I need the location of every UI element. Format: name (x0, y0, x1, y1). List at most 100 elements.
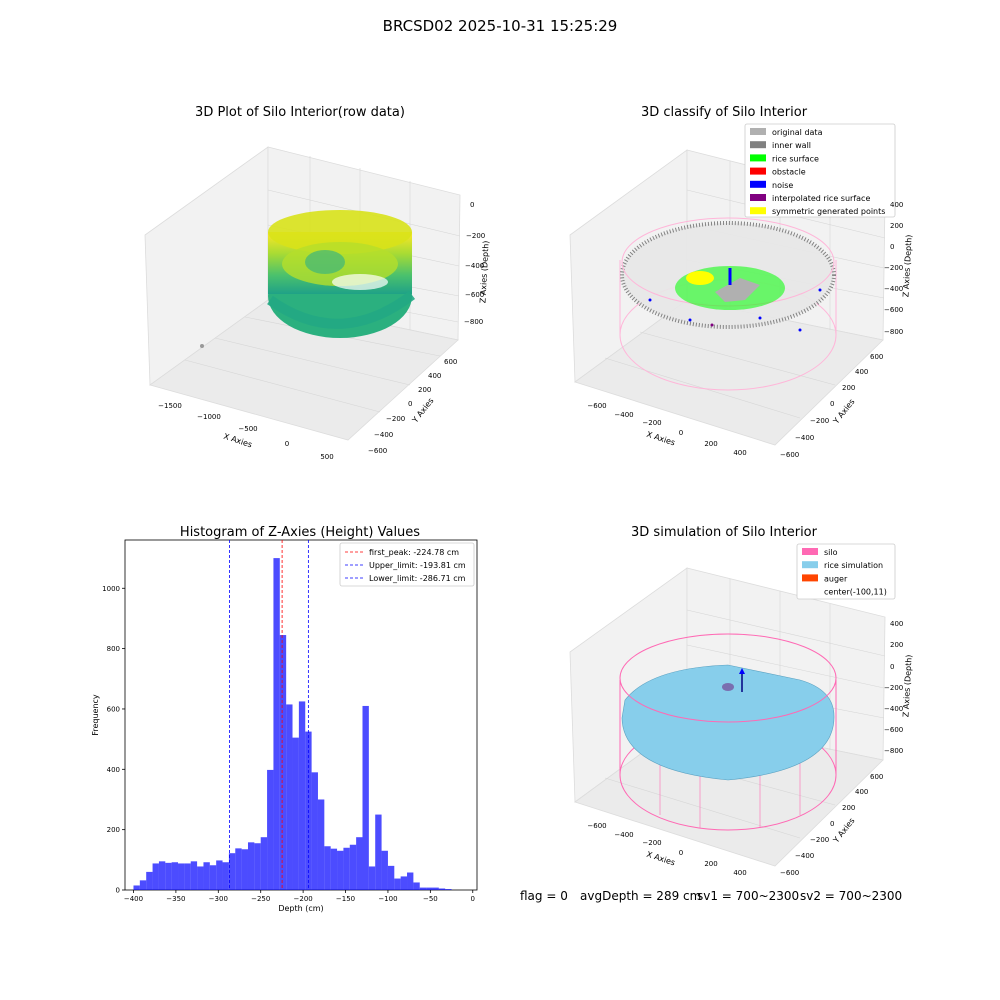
histogram-bar (184, 863, 191, 890)
histogram-bar (317, 799, 325, 890)
legend-swatch (750, 154, 766, 162)
histogram-bar (241, 849, 248, 890)
x-tick-label: −1500 (158, 402, 182, 410)
x-tick-label: −400 (614, 831, 633, 839)
histogram-bar (349, 844, 357, 890)
status-flag: flag = 0 (520, 889, 568, 903)
histogram-xlabel: Depth (cm) (278, 904, 323, 913)
legend-label: rice surface (772, 154, 819, 163)
simulation-plot-legend: silo rice simulation auger center(-100,11) (796, 543, 896, 600)
z-tick-label: −800 (884, 747, 903, 755)
legend-label: inner wall (772, 141, 811, 150)
y-tick-label: −600 (780, 451, 799, 459)
histogram-bar (216, 860, 223, 890)
histogram-bar (445, 889, 452, 890)
histogram-bar (165, 862, 172, 890)
y-tick-label: −400 (795, 852, 814, 860)
histogram-ylabel: Frequency (91, 694, 100, 736)
z-tick-label: −600 (465, 291, 484, 299)
z-tick-label: 400 (890, 620, 903, 628)
legend-label: Upper_limit: -193.81 cm (369, 561, 466, 570)
classify-3d-plot: 3D classify of Silo Interior (569, 105, 914, 459)
x-tick-label: 0 (679, 429, 683, 437)
x-tick-label: 200 (704, 860, 717, 868)
raw-plot-x-ticks: −1500 −1000 −500 0 500 (158, 402, 334, 461)
z-tick-label: 200 (890, 222, 903, 230)
x-tick-label: −600 (587, 402, 606, 410)
z-tick-label: 400 (890, 201, 903, 209)
histogram-bar (228, 853, 236, 890)
histogram-bar (343, 847, 350, 890)
z-tick-label: 0 (470, 201, 474, 209)
histogram-bar (324, 846, 331, 890)
histogram-bar (254, 843, 261, 890)
y-tick-label: 400 (428, 372, 441, 380)
legend-label: first_peak: -224.78 cm (369, 548, 459, 557)
y-tick-label: 0 (408, 400, 412, 408)
y-tick-label: −400 (374, 431, 393, 439)
y-tick-label: −600 (780, 869, 799, 877)
legend-swatch (802, 548, 818, 555)
z-tick-label: −800 (464, 318, 483, 326)
histogram-bar (298, 701, 306, 890)
histogram-bar (356, 837, 363, 890)
classify-plot-x-ticks: −600 −400 −200 0 200 400 (587, 402, 746, 457)
simulation-plot-ylabel: Y Axies (831, 816, 857, 845)
classify-plot-zlabel: Z Axies (Depth) (901, 234, 913, 297)
z-tick-label: −600 (884, 726, 903, 734)
legend-label: obstacle (772, 168, 806, 177)
histogram-legend: first_peak: -224.78 cm Upper_limit: -193.… (339, 542, 475, 587)
simulation-3d-plot: 3D simulation of Silo Interior (569, 525, 914, 877)
x-tick-label: 400 (733, 869, 746, 877)
histogram-bar (292, 737, 299, 890)
histogram-bar (311, 772, 318, 890)
x-tick-label: 500 (320, 453, 333, 461)
status-sv1: sv1 = 700~2300 (697, 889, 799, 903)
histogram-bar (394, 878, 401, 890)
histogram-bar (381, 850, 388, 890)
raw-plot-z-ticks: 0 −200 −400 −600 −800 (464, 201, 485, 326)
y-tick-label: 1000 (102, 585, 120, 593)
raw-plot-zlabel: Z Axies (Depth) (478, 240, 490, 303)
z-tick-label: 0 (890, 663, 894, 671)
histogram-bar (279, 635, 287, 890)
histogram-bar (375, 814, 382, 890)
y-tick-label: 600 (107, 705, 120, 713)
histogram-bar (432, 887, 439, 890)
histogram-bar (152, 863, 159, 890)
y-tick-label: 0 (830, 820, 834, 828)
y-tick-label: 800 (107, 645, 120, 653)
legend-swatch (750, 167, 766, 175)
y-tick-label: 0 (116, 887, 120, 895)
figure-title: BRCSD02 2025-10-31 15:25:29 (383, 17, 618, 35)
y-tick-label: −600 (368, 447, 387, 455)
status-sv2: sv2 = 700~2300 (800, 889, 902, 903)
histogram-bar (190, 861, 198, 890)
y-tick-label: 600 (870, 773, 883, 781)
histogram-bar (158, 861, 166, 890)
histogram-bar (286, 704, 293, 890)
y-tick-label: 200 (842, 384, 855, 392)
histogram-bar (222, 862, 229, 890)
y-tick-label: 0 (830, 400, 834, 408)
x-tick-label: 0 (285, 440, 289, 448)
histogram-bar (203, 862, 210, 890)
y-tick-label: 200 (418, 386, 431, 394)
legend-label: original data (772, 128, 823, 137)
classify-plot-title: 3D classify of Silo Interior (641, 105, 808, 120)
histogram-bar (139, 880, 147, 890)
simulation-plot-xlabel: X Axies (645, 850, 676, 868)
histogram-bar (133, 885, 140, 890)
classify-plot-z-ticks: 400 200 0 −200 −400 −600 −800 (884, 201, 903, 336)
y-tick-label: 400 (107, 766, 120, 774)
histogram-bar (387, 865, 395, 890)
raw-plot-title: 3D Plot of Silo Interior(row data) (195, 105, 405, 120)
y-tick-label: 600 (870, 353, 883, 361)
histogram-bar (273, 558, 280, 890)
raw-plot-y-ticks: −600 −400 −200 0 200 400 600 (368, 358, 457, 455)
y-tick-label: −400 (795, 434, 814, 442)
histogram-bar (407, 872, 414, 890)
z-tick-label: −200 (466, 232, 485, 240)
x-tick-label: 0 (471, 895, 475, 903)
